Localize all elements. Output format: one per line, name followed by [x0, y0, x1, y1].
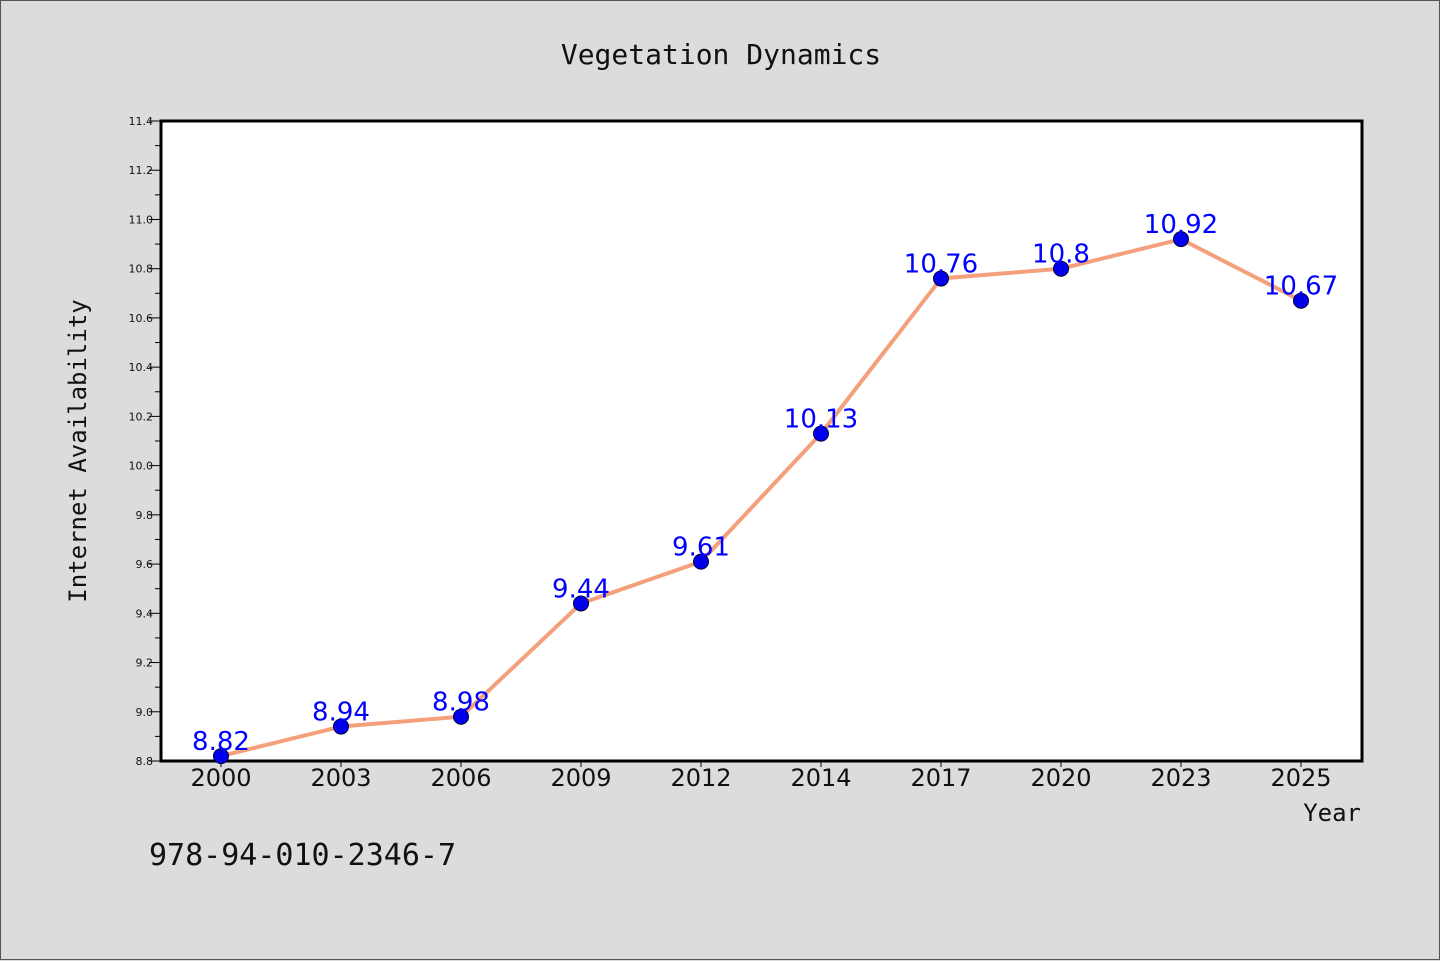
data-point — [1173, 231, 1189, 248]
data-label: 10.92 — [1144, 210, 1218, 240]
data-point — [573, 595, 589, 612]
x-tick-label: 2009 — [550, 764, 611, 792]
x-tick-label: 2012 — [670, 764, 731, 792]
x-tick-label: 2000 — [190, 764, 251, 792]
chart-title: Vegetation Dynamics — [561, 38, 881, 71]
y-axis-label: Internet Availability — [64, 299, 92, 602]
data-point — [1053, 260, 1069, 277]
y-tick-label: 11.2 — [129, 164, 154, 177]
y-tick-label: 9.4 — [136, 607, 154, 620]
y-tick-label: 9.6 — [136, 558, 154, 571]
y-tick-label: 11.0 — [129, 213, 154, 226]
y-tick-label: 10.8 — [129, 263, 154, 276]
data-label: 10.76 — [904, 250, 978, 280]
y-tick-label: 9.8 — [136, 509, 154, 522]
data-point — [1293, 292, 1309, 309]
data-label: 9.44 — [552, 574, 610, 604]
data-label: 8.98 — [432, 688, 490, 718]
x-tick-label: 2006 — [430, 764, 491, 792]
data-point — [333, 718, 349, 735]
data-point — [213, 748, 229, 765]
y-tick-label: 8.8 — [136, 755, 154, 768]
data-point — [933, 270, 949, 287]
x-tick-label: 2014 — [790, 764, 851, 792]
x-tick-label: 2017 — [910, 764, 971, 792]
data-label: 9.61 — [672, 533, 730, 563]
y-tick-label: 10.6 — [129, 312, 154, 325]
x-axis-label: Year — [1303, 799, 1361, 827]
y-axis: 8.8 9.0 9.2 9.4 9.6 9.8 10.0 10.2 10.4 10.6 10.8 11… — [129, 115, 161, 768]
x-tick-label: 2003 — [310, 764, 371, 792]
isbn-text: 978-94-010-2346-7 — [149, 838, 456, 873]
data-label: 8.94 — [312, 698, 370, 728]
series-line — [219, 237, 1303, 759]
y-tick-label: 10.0 — [129, 460, 154, 473]
y-tick-label: 11.4 — [129, 115, 154, 128]
x-tick-label: 2025 — [1270, 764, 1331, 792]
y-tick-label: 10.4 — [129, 361, 154, 374]
x-tick-label: 2023 — [1150, 764, 1211, 792]
data-point — [813, 425, 829, 442]
data-label: 10.13 — [784, 405, 858, 435]
data-point — [693, 553, 709, 570]
x-axis: 2000 2003 2006 2009 2012 2014 2017 2020 2023 2025 — [190, 761, 1332, 792]
x-tick-label: 2020 — [1030, 764, 1091, 792]
series-layer: 8.82 8.94 8.98 9.44 9.61 10.13 10.76 10.8 10.92 1… — [192, 210, 1338, 765]
data-point — [453, 708, 469, 725]
data-label: 10.8 — [1032, 240, 1090, 270]
plot-area — [159, 119, 1364, 763]
y-tick-label: 9.2 — [136, 657, 154, 670]
y-tick-label: 9.0 — [136, 706, 154, 719]
data-label: 8.82 — [192, 727, 250, 757]
data-label: 10.67 — [1264, 272, 1338, 302]
y-tick-label: 10.2 — [129, 410, 154, 423]
